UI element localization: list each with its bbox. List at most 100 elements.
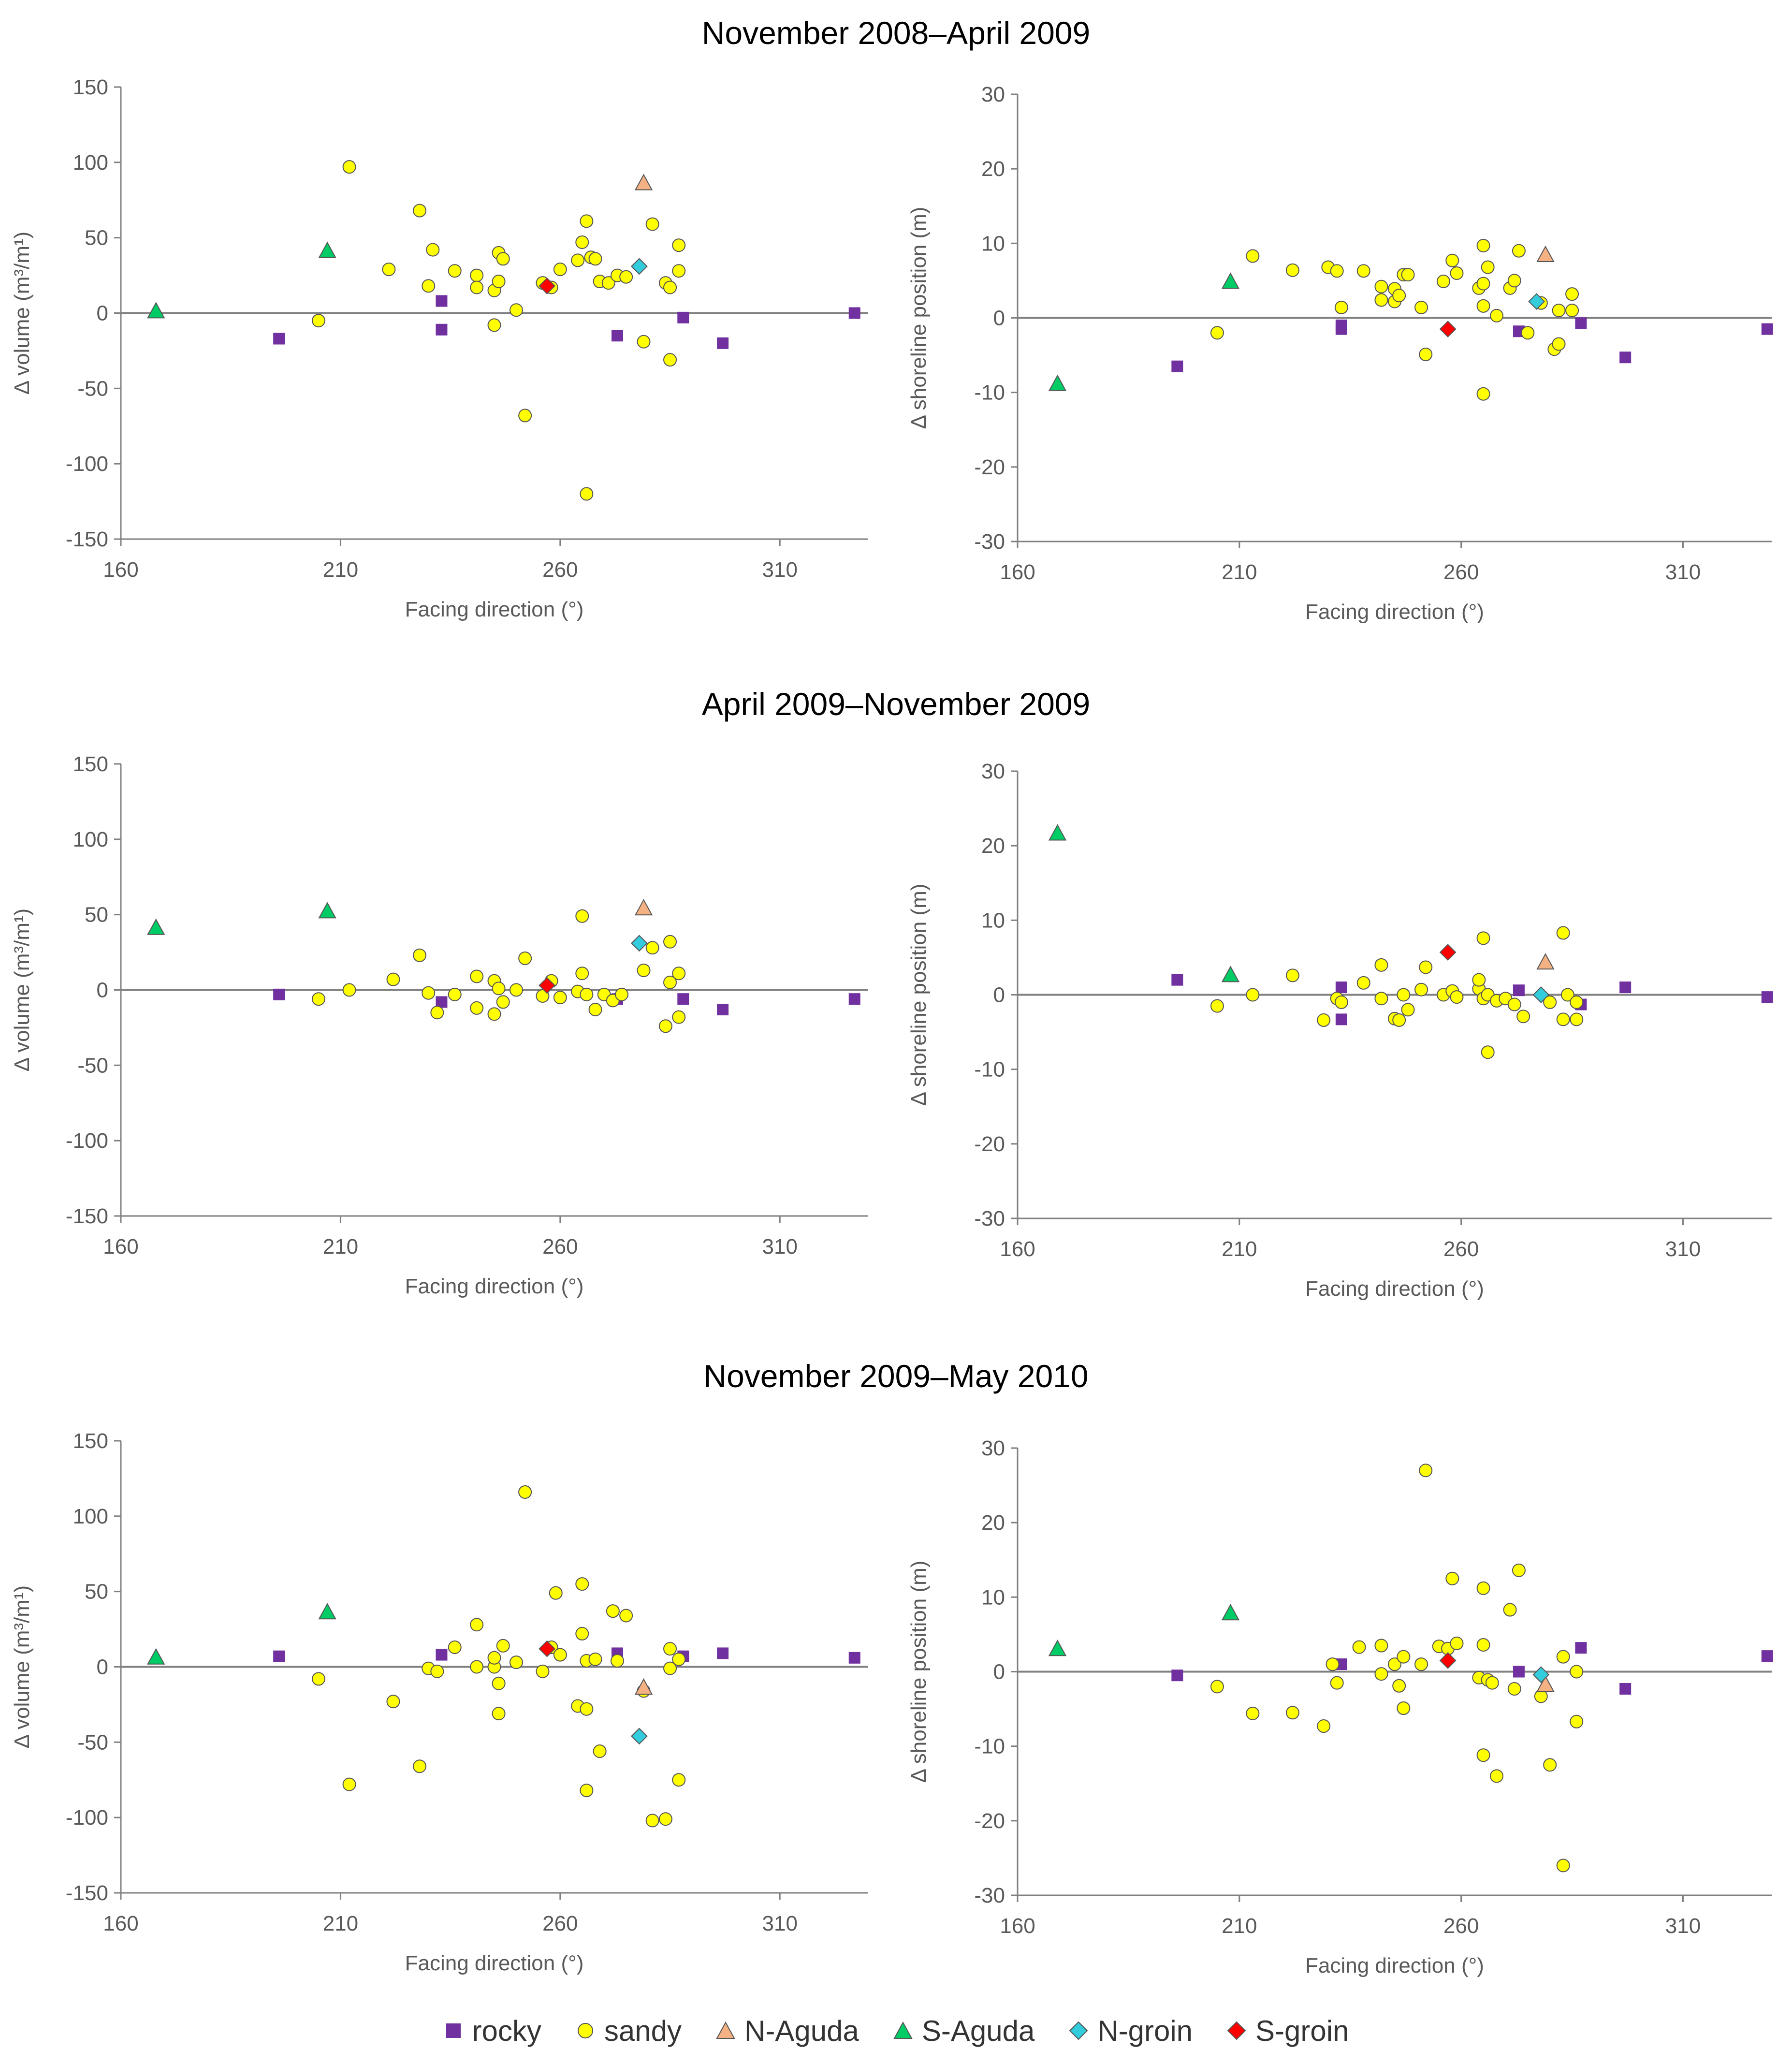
point-sandy (487, 1651, 501, 1665)
x-tick-label: 210 (1222, 560, 1257, 584)
x-tick-label: 160 (1000, 1237, 1035, 1261)
point-sandy (536, 1664, 550, 1678)
y-tick-label: 10 (981, 1585, 1005, 1609)
x-axis-label: Facing direction (°) (1305, 600, 1484, 624)
point-sandy (1334, 995, 1348, 1009)
point-sandy (588, 1652, 602, 1666)
point-sandy (496, 995, 510, 1009)
point-sandy (1419, 348, 1433, 362)
point-sandy (1392, 289, 1406, 303)
y-axis-label: Δ volume (m³/m¹) (10, 232, 34, 395)
point-sandy (1436, 274, 1450, 288)
point-sandy (1476, 387, 1490, 401)
point-n-aguda (634, 899, 653, 916)
legend-marker-rocky (446, 2023, 461, 2038)
x-tick-label: 160 (1000, 560, 1035, 584)
y-tick-label: 10 (981, 232, 1005, 255)
point-sandy (1481, 260, 1495, 274)
point-sandy (1570, 1665, 1584, 1679)
point-sandy (1476, 931, 1490, 945)
point-sandy (601, 276, 615, 290)
legend-label-sandy: sandy (604, 2014, 682, 2047)
point-sandy (575, 1577, 589, 1591)
point-sandy (1356, 976, 1370, 990)
point-sandy (1374, 279, 1388, 293)
point-sandy (1246, 988, 1260, 1002)
x-tick-label: 310 (1665, 560, 1701, 584)
y-tick-label: 0 (97, 979, 108, 1002)
point-sandy (386, 972, 400, 986)
point-sandy (1565, 304, 1579, 318)
point-n-aguda (634, 174, 653, 190)
x-tick-label: 310 (762, 558, 798, 582)
point-s-aguda (318, 902, 336, 919)
point-sandy (1534, 1689, 1548, 1703)
y-tick-label: -150 (66, 527, 108, 551)
point-sandy (1374, 293, 1388, 307)
y-tick-label: -30 (974, 1884, 1005, 1907)
point-sandy (1392, 1013, 1406, 1027)
y-axis-label: Δ volume (m³/m¹) (10, 1585, 34, 1748)
x-axis-label: Facing direction (°) (1305, 1954, 1484, 1977)
point-sandy (1450, 266, 1464, 280)
y-tick-label: 100 (73, 1505, 108, 1528)
point-sandy (645, 941, 659, 955)
point-sandy (1560, 988, 1574, 1002)
point-sandy (1485, 1676, 1499, 1690)
point-rocky (717, 337, 729, 349)
point-sandy (413, 948, 426, 962)
point-sandy (448, 264, 462, 278)
legend-label-n-groin: N-groin (1097, 2014, 1193, 2047)
point-sandy (1476, 277, 1490, 291)
point-sandy (1543, 995, 1557, 1009)
point-rocky (1619, 1683, 1632, 1695)
point-sandy (1388, 1657, 1401, 1671)
x-tick-label: 310 (762, 1235, 798, 1259)
point-sandy (496, 1639, 510, 1653)
y-tick-label: 20 (981, 157, 1005, 181)
legend-marker-s-groin (1227, 2021, 1246, 2040)
point-sandy (492, 981, 506, 996)
point-sandy (1476, 238, 1490, 252)
y-tick-label: -10 (974, 1058, 1005, 1082)
point-sandy (470, 1001, 484, 1015)
point-sandy (1556, 1859, 1570, 1873)
point-sandy (1210, 326, 1224, 340)
y-tick-label: 50 (85, 903, 108, 927)
point-rocky (1619, 981, 1632, 994)
x-tick-label: 260 (542, 1235, 578, 1259)
point-rocky (677, 311, 689, 323)
point-rocky (1575, 1642, 1587, 1654)
point-sandy (1419, 960, 1433, 974)
legend-item-n-groin: N-groin (1068, 2014, 1193, 2048)
point-sandy (663, 1661, 677, 1675)
x-tick-label: 310 (762, 1912, 798, 1935)
point-sandy (606, 1604, 620, 1618)
point-sandy (311, 1672, 325, 1686)
point-sandy (1472, 973, 1486, 987)
point-s-aguda (1048, 1640, 1067, 1656)
point-n-aguda (1536, 1675, 1555, 1692)
point-sandy (448, 1640, 462, 1654)
point-sandy (610, 1654, 624, 1668)
point-sandy (1419, 1464, 1433, 1478)
point-sandy (672, 238, 686, 252)
point-rocky (1575, 317, 1587, 329)
point-sandy (1490, 1769, 1504, 1783)
point-sandy (518, 409, 532, 423)
point-sandy (1374, 1667, 1388, 1681)
point-sandy (1330, 264, 1344, 278)
y-axis-label: Δ volume (m³/m¹) (10, 908, 34, 1071)
point-rocky (436, 295, 448, 307)
point-sandy (615, 987, 629, 1001)
point-sandy (1352, 1640, 1366, 1654)
point-rocky (1171, 1670, 1183, 1682)
y-tick-label: 50 (85, 1580, 108, 1604)
y-tick-label: -150 (66, 1204, 108, 1228)
point-sandy (470, 1618, 484, 1632)
point-sandy (426, 243, 440, 257)
legend-item-sandy: sandy (575, 2014, 682, 2048)
point-sandy (430, 1006, 444, 1020)
point-sandy (342, 1777, 356, 1791)
